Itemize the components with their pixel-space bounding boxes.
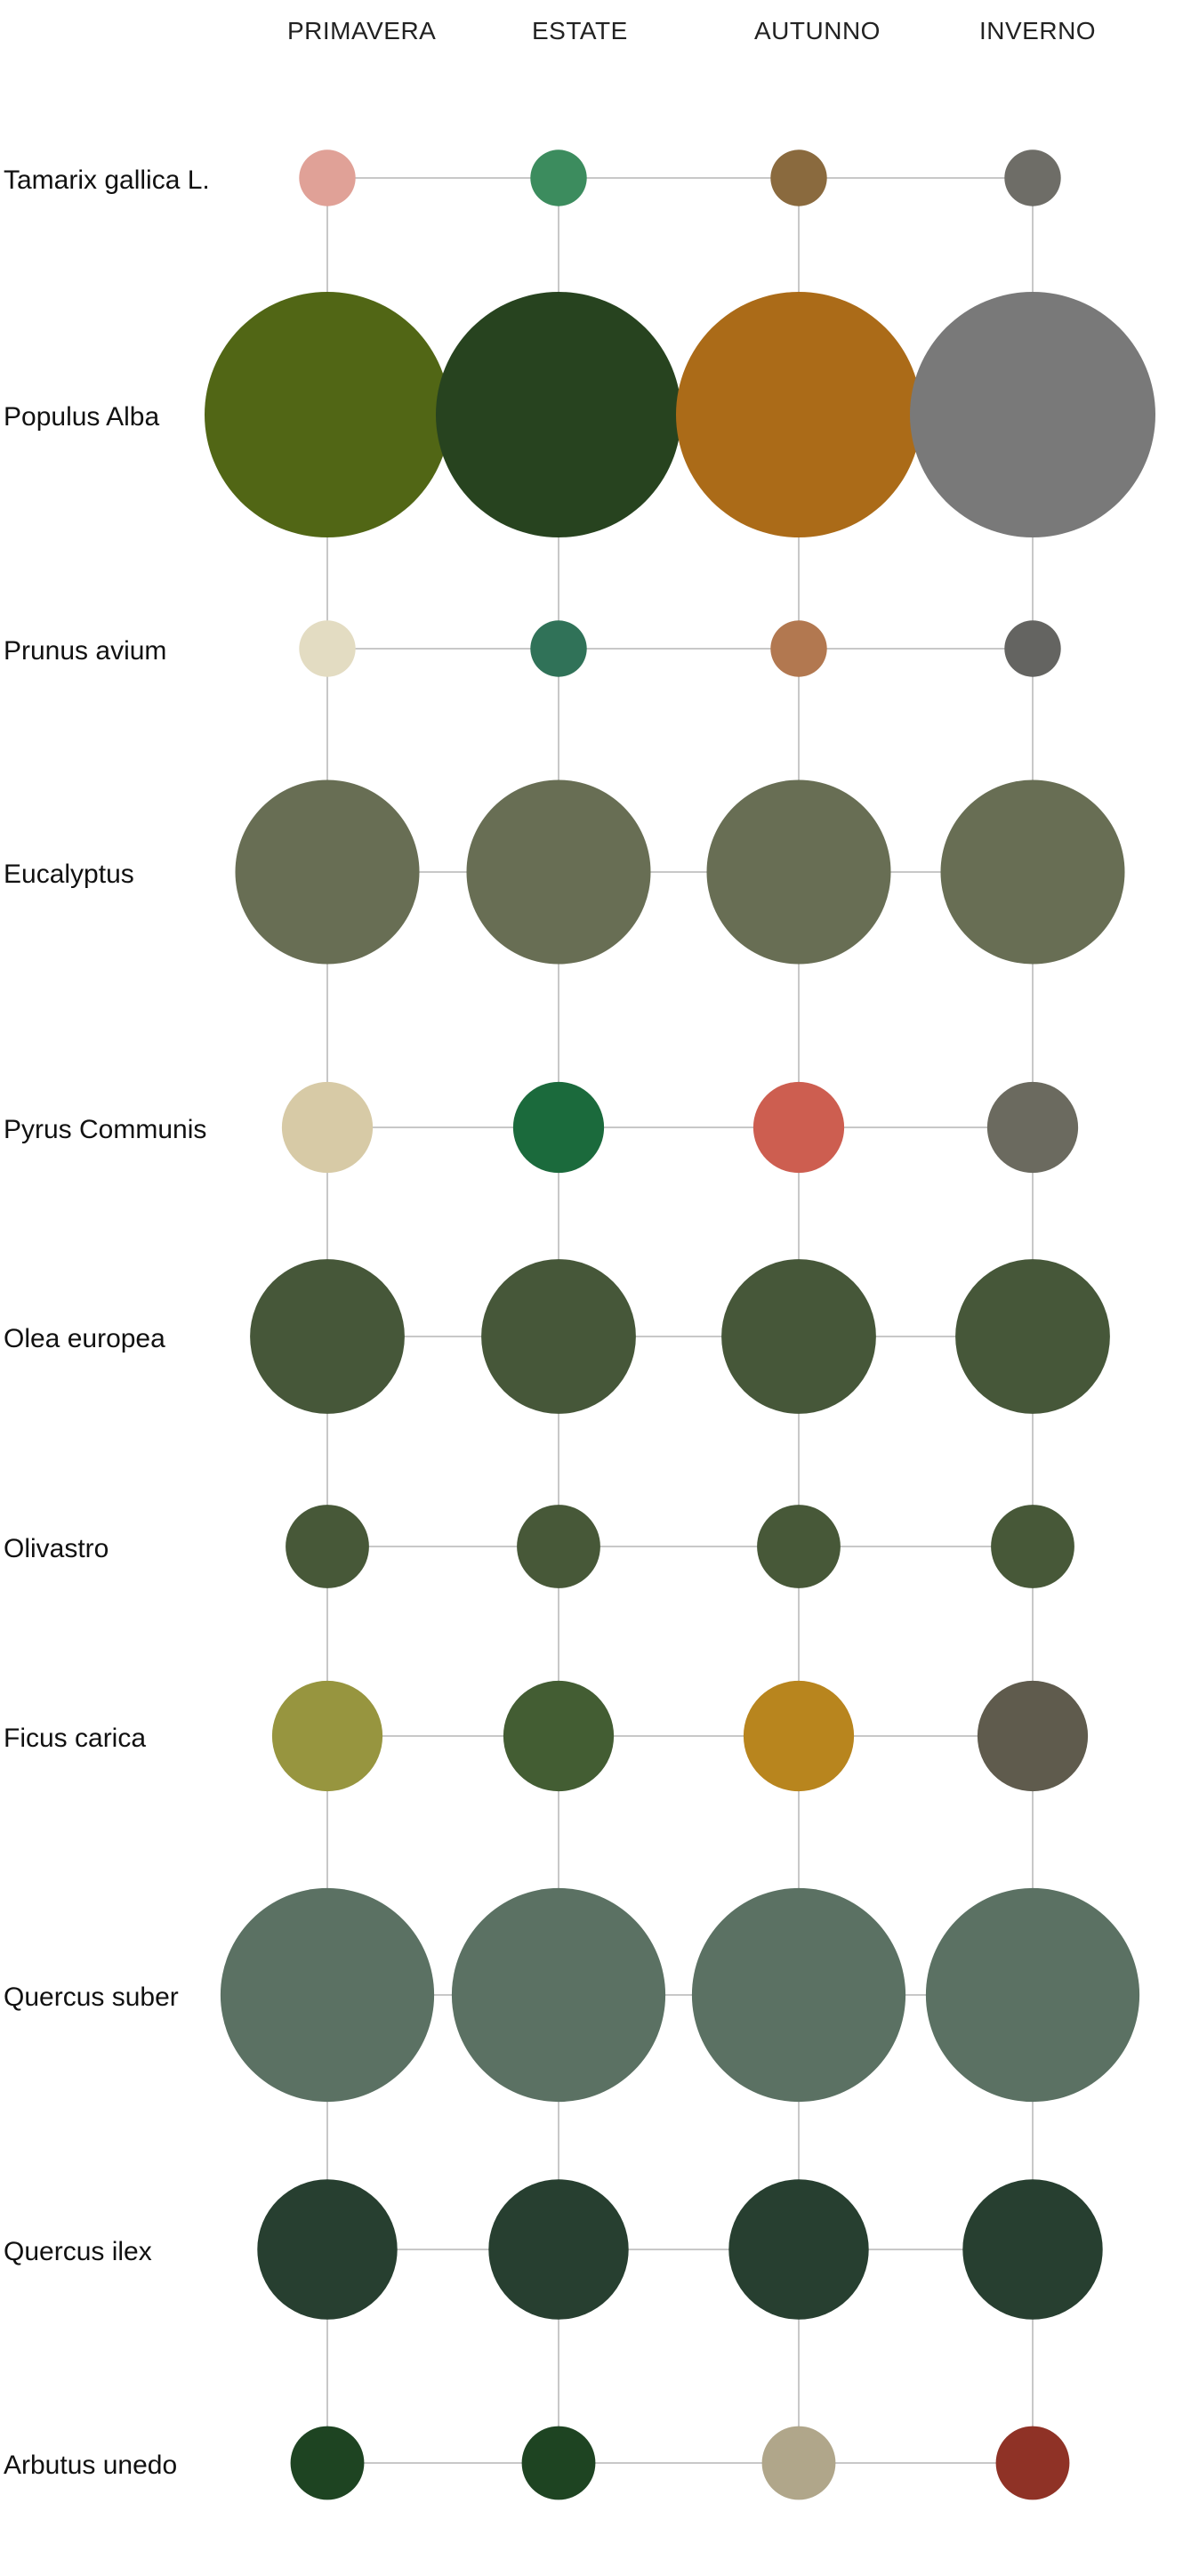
season-label-primavera: PRIMAVERA	[287, 17, 436, 44]
dots	[205, 149, 1155, 2500]
season-dot-inverno	[1004, 620, 1061, 677]
season-dot-inverno	[925, 1887, 1140, 2103]
season-dot-inverno	[955, 1259, 1110, 1414]
season-dot-primavera	[271, 1680, 383, 1792]
species-label: Olivastro	[4, 1534, 109, 1563]
season-dot-inverno	[977, 1680, 1089, 1792]
species-label: Populus Alba	[4, 402, 159, 432]
season-dot-estate	[530, 620, 587, 677]
species-label: Arbutus unedo	[4, 2451, 177, 2480]
season-dot-autunno	[743, 1680, 855, 1792]
season-dot-autunno	[757, 1505, 841, 1588]
season-headers: PRIMAVERA ESTATE AUTUNNO INVERNO	[287, 17, 1096, 44]
season-dot-estate	[451, 1887, 666, 2103]
season-dot-primavera	[220, 1887, 435, 2103]
season-dot-primavera	[257, 2179, 398, 2320]
season-dot-primavera	[281, 1081, 374, 1174]
season-dot-estate	[488, 2179, 629, 2320]
season-dot-autunno	[691, 1887, 906, 2103]
season-dot-primavera	[286, 1505, 369, 1588]
season-dot-estate	[530, 149, 587, 206]
season-dot-estate	[512, 1081, 605, 1174]
season-dot-estate	[466, 779, 651, 965]
season-dot-autunno	[761, 2426, 836, 2500]
species-label: Olea europea	[4, 1324, 165, 1353]
season-dot-estate	[481, 1259, 636, 1414]
season-label-autunno: AUTUNNO	[754, 17, 881, 44]
season-dot-estate	[436, 292, 681, 537]
season-dot-primavera	[235, 779, 420, 965]
season-dot-inverno	[995, 2426, 1070, 2500]
season-dot-autunno	[721, 1259, 876, 1414]
species-label: Tamarix gallica L.	[4, 166, 210, 195]
season-dot-estate	[517, 1505, 600, 1588]
season-dot-primavera	[290, 2426, 365, 2500]
season-dot-inverno	[1004, 149, 1061, 206]
species-labels: Tamarix gallica L. Populus Alba Prunus a…	[4, 166, 210, 2480]
season-dot-autunno	[770, 620, 827, 677]
species-label: Pyrus Communis	[4, 1115, 206, 1144]
season-dot-autunno	[706, 779, 891, 965]
season-dot-inverno	[991, 1505, 1074, 1588]
season-dot-primavera	[299, 149, 356, 206]
season-dot-autunno	[728, 2179, 869, 2320]
grid-lines	[310, 160, 1050, 2483]
season-dot-estate	[503, 1680, 615, 1792]
season-label-inverno: INVERNO	[979, 17, 1096, 44]
species-label: Eucalyptus	[4, 860, 134, 889]
season-dot-inverno	[940, 779, 1125, 965]
season-dot-primavera	[205, 292, 450, 537]
species-label: Quercus suber	[4, 1982, 179, 2012]
species-label: Ficus carica	[4, 1724, 146, 1753]
season-dot-autunno	[752, 1081, 845, 1174]
season-dot-primavera	[299, 620, 356, 677]
season-dot-inverno	[986, 1081, 1079, 1174]
season-label-estate: ESTATE	[532, 17, 628, 44]
season-dot-primavera	[250, 1259, 405, 1414]
season-dot-autunno	[676, 292, 921, 537]
season-dot-estate	[521, 2426, 596, 2500]
species-label: Prunus avium	[4, 636, 166, 666]
season-dot-autunno	[770, 149, 827, 206]
season-dot-inverno	[910, 292, 1155, 537]
species-label: Quercus ilex	[4, 2237, 152, 2266]
season-dot-inverno	[962, 2179, 1103, 2320]
